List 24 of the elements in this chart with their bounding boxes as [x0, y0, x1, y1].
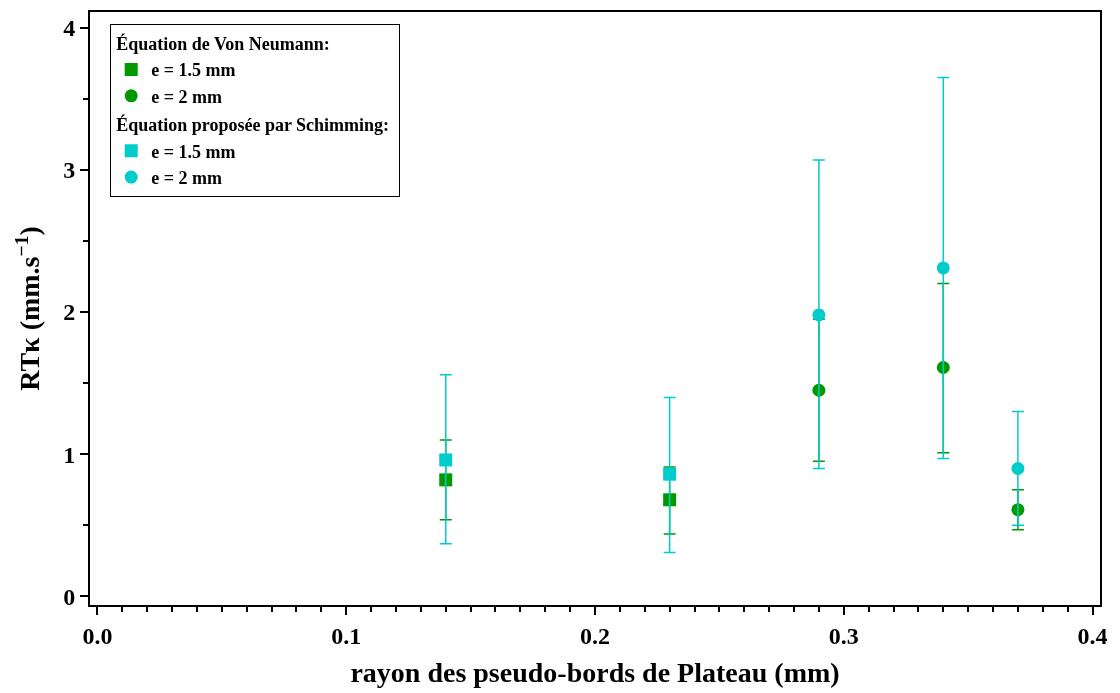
legend-label: e = 1.5 mm — [151, 60, 236, 81]
x-tick-label: 0.2 — [580, 622, 610, 649]
legend-label: e = 1.5 mm — [151, 141, 236, 162]
annotation: Équation proposée par Schimming: — [116, 114, 390, 136]
x-axis-title: rayon des pseudo-bords de Plateau (mm) — [350, 657, 840, 689]
y-tick-label: 2 — [63, 299, 76, 326]
x-tick-label: 0.3 — [828, 622, 859, 649]
point — [1011, 461, 1025, 475]
y-tick-label: 1 — [63, 441, 76, 468]
annotation: Équation de Von Neumann: — [116, 33, 330, 55]
y-tick-label: 3 — [63, 157, 76, 184]
x-tick-label: 0.1 — [331, 622, 362, 649]
point — [812, 308, 826, 322]
point — [439, 453, 453, 467]
point — [663, 467, 677, 481]
legend-label: e = 2 mm — [151, 168, 222, 189]
y-tick-label: 0 — [63, 583, 76, 610]
point — [663, 493, 677, 507]
x-tick-label: 0.4 — [1077, 622, 1108, 649]
legend-label: e = 2 mm — [151, 86, 222, 107]
point — [439, 473, 453, 487]
point — [936, 261, 950, 275]
x-tick-label: 0.0 — [82, 622, 113, 649]
y-tick-label: 4 — [63, 15, 76, 42]
